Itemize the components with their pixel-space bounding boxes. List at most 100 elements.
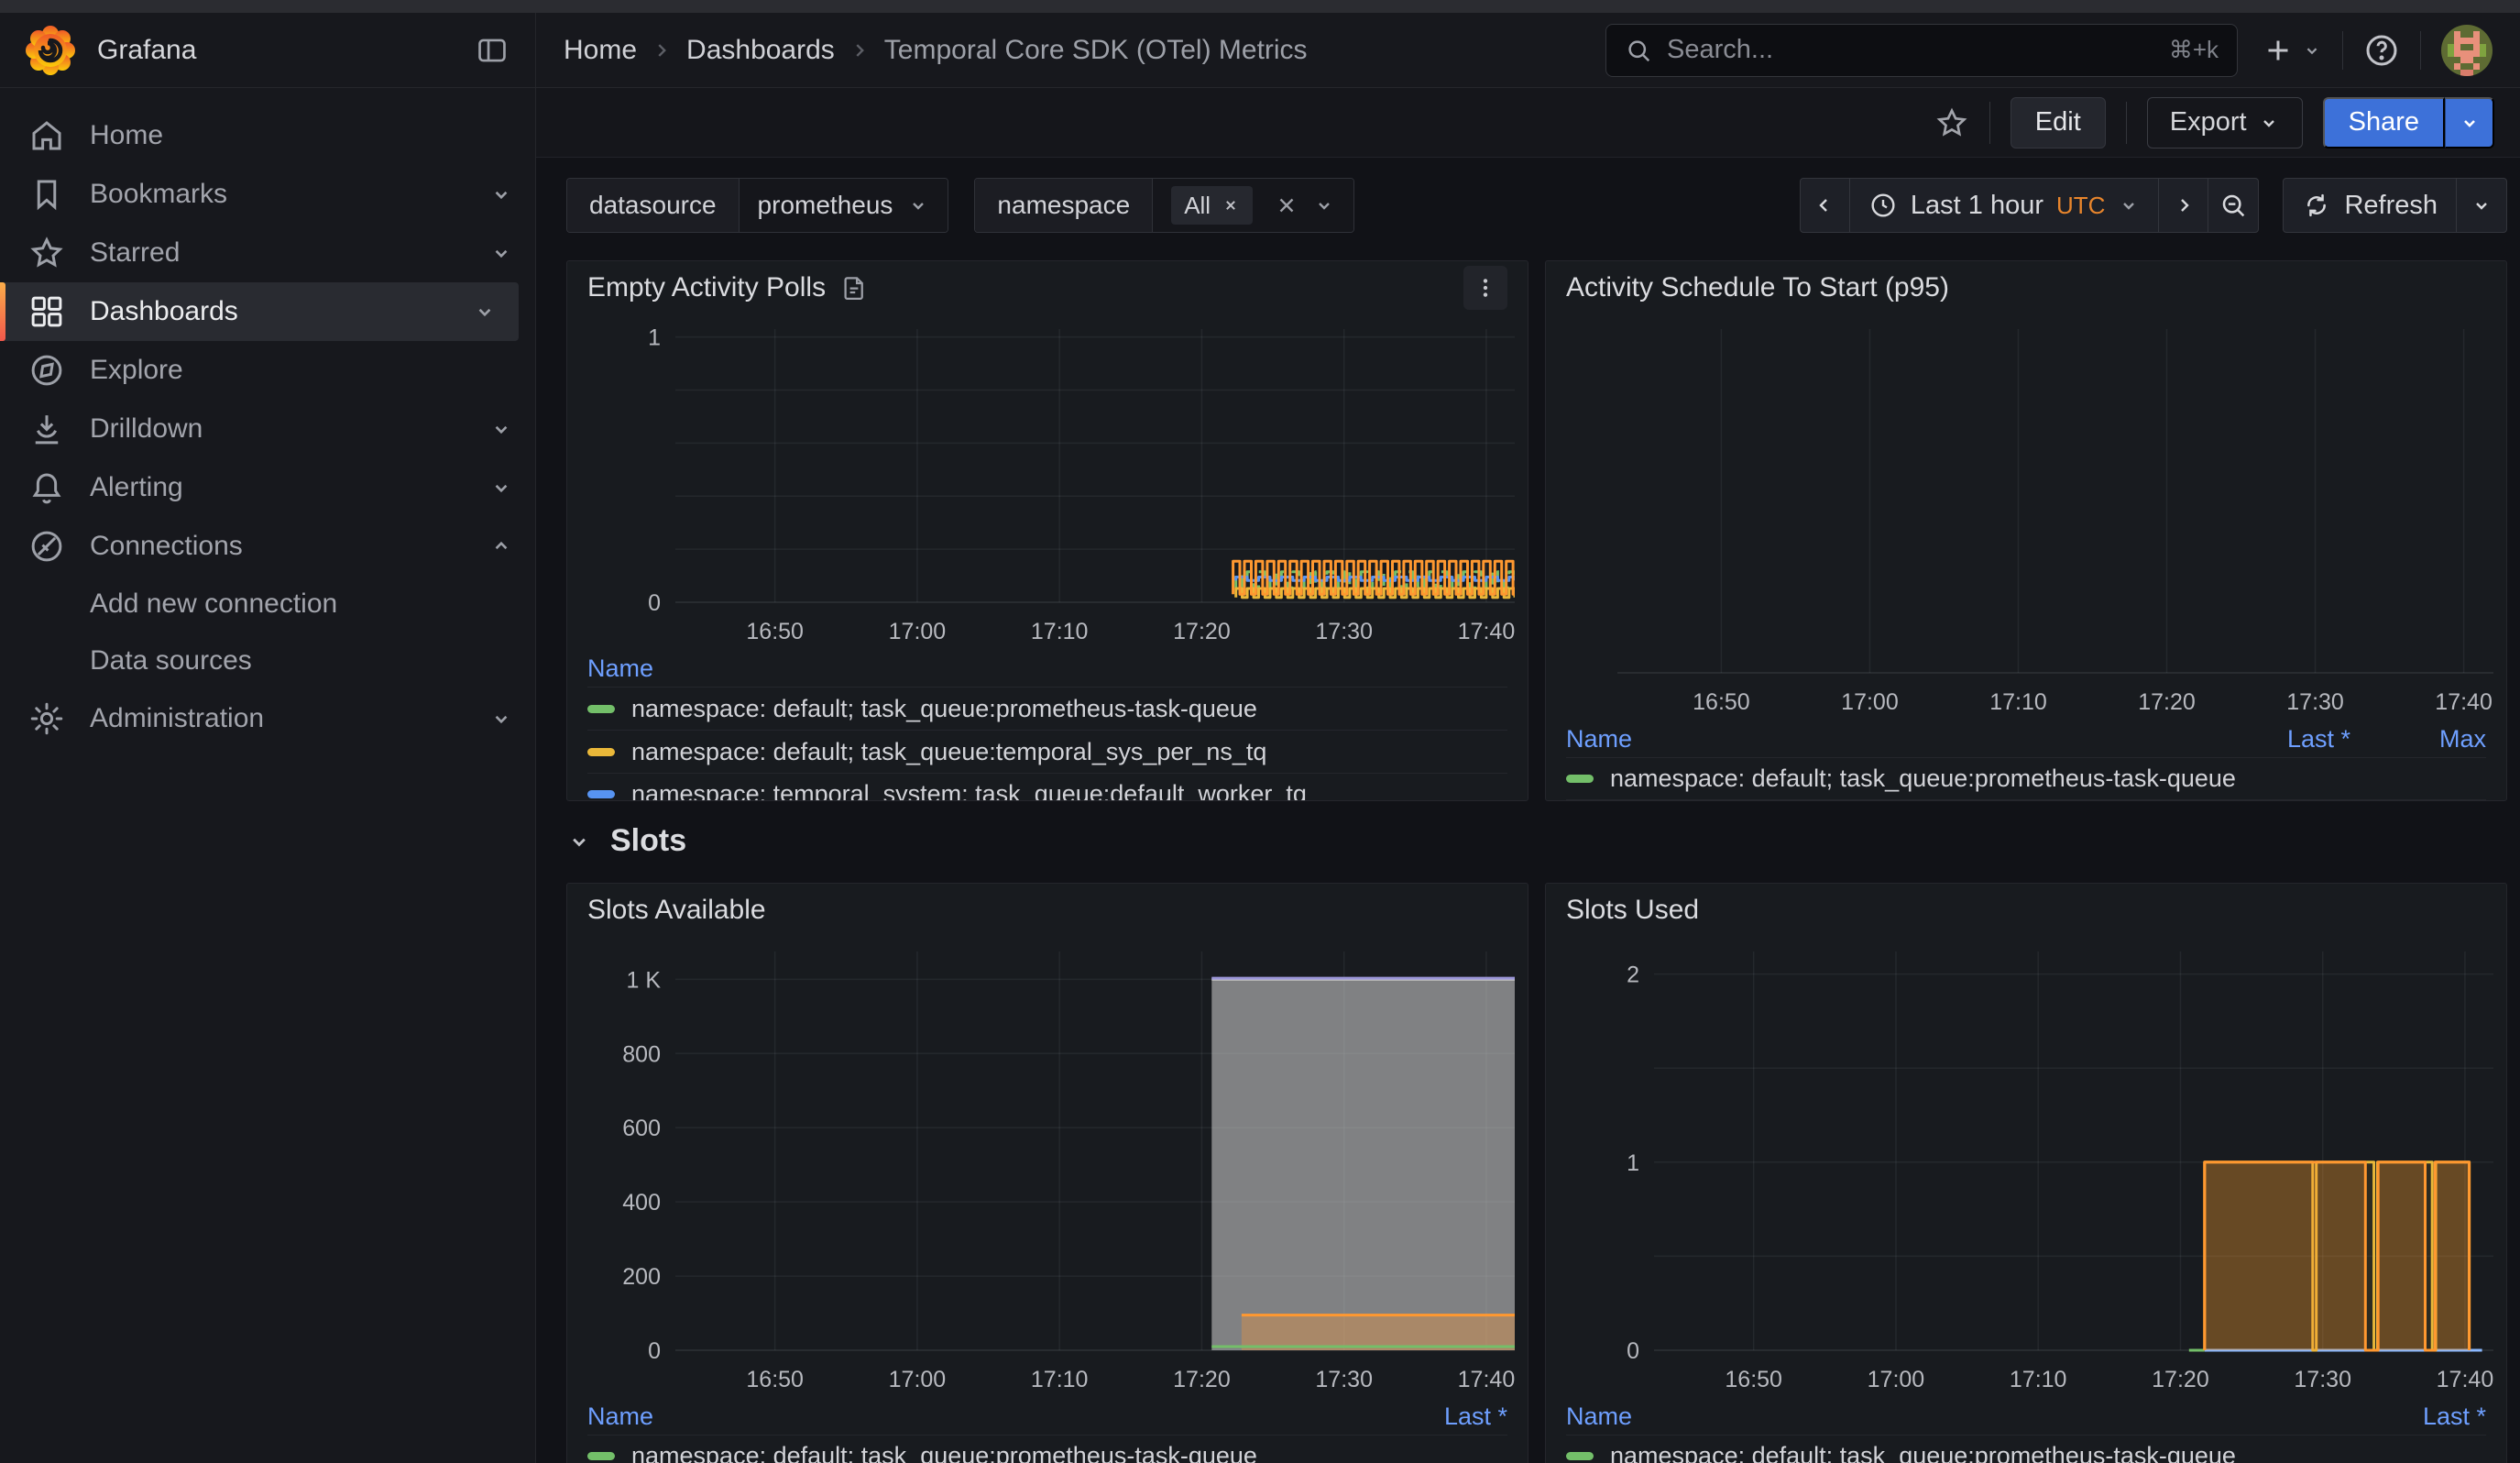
legend-row[interactable]: namespace: default; task_queue:prometheu… <box>587 687 1507 730</box>
chevron-left-icon <box>1819 199 1828 212</box>
time-range-picker[interactable]: Last 1 hour UTC <box>1850 179 2160 232</box>
legend-column-name[interactable]: Name <box>587 654 654 682</box>
dock-sidebar-icon[interactable] <box>475 33 509 68</box>
panel-title[interactable]: Slots Available <box>587 895 766 925</box>
svg-text:1 K: 1 K <box>626 967 661 993</box>
refresh-interval-button[interactable] <box>2457 179 2506 232</box>
home-icon <box>27 116 66 155</box>
user-avatar[interactable] <box>2441 24 2493 76</box>
chart-legend: Name Last * namespace: default; task_queue… <box>1546 1398 2506 1463</box>
panel-title[interactable]: Activity Schedule To Start (p95) <box>1566 272 1949 302</box>
sidebar-item-connections[interactable]: Connections <box>0 517 535 576</box>
time-series-chart[interactable]: 0 1 2 16:50 17:00 17:10 17:20 17:30 17:40 <box>1546 937 2506 1398</box>
namespace-select[interactable]: All <box>1153 179 1354 232</box>
row-section-slots[interactable]: Slots <box>566 823 2507 859</box>
chart-legend: Name namespace: default; task_queue:prome… <box>567 650 1528 800</box>
export-button[interactable]: Export <box>2146 96 2303 148</box>
sidebar-item-dashboards[interactable]: Dashboards <box>0 282 519 341</box>
svg-text:17:00: 17:00 <box>1841 689 1899 715</box>
svg-text:17:10: 17:10 <box>1031 1367 1089 1392</box>
favorite-star-button[interactable] <box>1934 105 1969 140</box>
sidebar-subitem-data-sources[interactable]: Data sources <box>90 645 252 676</box>
svg-text:17:10: 17:10 <box>1031 619 1089 644</box>
sidebar-item-label: Alerting <box>90 472 183 502</box>
panel-menu-button[interactable] <box>1463 266 1507 310</box>
search-input[interactable]: Search... ⌘+k <box>1605 23 2238 77</box>
svg-text:200: 200 <box>622 1264 661 1290</box>
sidebar-item-bookmarks[interactable]: Bookmarks <box>0 165 535 224</box>
legend-row[interactable]: namespace: default; task_queue:prometheu… <box>587 1435 1507 1463</box>
panel-empty-activity-polls: Empty Activity Polls 0 1 16: <box>566 260 1528 801</box>
panel-title[interactable]: Slots Used <box>1566 895 1700 925</box>
legend-row[interactable]: namespace: default; task_queue:prometheu… <box>1566 757 2486 800</box>
time-series-chart[interactable]: 0 1 16:50 17:00 17:10 17:20 17:30 17:40 <box>567 314 1528 650</box>
legend-column-max[interactable]: Max <box>2438 724 2486 753</box>
plug-icon <box>27 527 66 566</box>
namespace-variable: namespace All <box>974 178 1355 233</box>
time-shift-back-button[interactable] <box>1801 179 1850 232</box>
legend-column-name[interactable]: Name <box>587 1402 654 1430</box>
chevron-down-icon <box>489 417 513 441</box>
legend-header: Name Last * Max <box>1566 720 2486 757</box>
sidebar-item-label: Dashboards <box>90 296 238 326</box>
sidebar-item-label: Drilldown <box>90 413 203 444</box>
time-series-chart[interactable]: 0 200 400 600 800 1 K 16:50 17:00 17:10 17:20 17:3… <box>567 937 1528 1398</box>
namespace-chip[interactable]: All <box>1171 186 1254 225</box>
timezone-label: UTC <box>2056 191 2106 219</box>
datasource-select[interactable]: prometheus <box>739 179 948 232</box>
panel-activity-schedule-to-start: Activity Schedule To Start (p95) 16:50 17… <box>1545 260 2507 801</box>
panel-title[interactable]: Empty Activity Polls <box>587 272 827 302</box>
refresh-controls: Refresh <box>2283 178 2507 233</box>
series-color-swatch <box>1566 775 1594 783</box>
clear-all-icon[interactable] <box>1275 193 1298 217</box>
grafana-logo[interactable] <box>26 25 75 75</box>
sidebar-item-home[interactable]: Home <box>0 106 535 165</box>
new-menu-button[interactable] <box>2262 34 2322 67</box>
svg-text:17:40: 17:40 <box>1458 1367 1516 1392</box>
legend-header: Name Last * <box>587 1398 1507 1435</box>
breadcrumb-item[interactable]: Dashboards <box>686 34 835 65</box>
series-color-swatch <box>587 1452 615 1460</box>
panel-slots-used: Slots Used 0 1 2 16:50 17:00 17:10 17:20 17:30 1… <box>1545 883 2507 1463</box>
legend-row[interactable]: namespace: default; task_queue:prometheu… <box>1566 1435 2486 1463</box>
time-series-chart[interactable]: 16:50 17:00 17:10 17:20 17:30 17:40 <box>1546 314 2506 720</box>
sidebar-item-alerting[interactable]: Alerting <box>0 458 535 517</box>
series-label: namespace: temporal_system; task_queue:d… <box>631 780 1307 800</box>
time-shift-forward-button[interactable] <box>2159 179 2209 232</box>
svg-text:17:40: 17:40 <box>2435 689 2493 715</box>
chevron-down-icon <box>2463 119 2475 127</box>
zoom-out-icon <box>2223 194 2245 217</box>
svg-text:17:30: 17:30 <box>2286 689 2344 715</box>
divider <box>1989 101 1990 144</box>
dashboard-content: datasource prometheus namespace All <box>536 158 2520 1463</box>
bell-icon <box>27 468 66 507</box>
svg-text:17:30: 17:30 <box>1315 619 1373 644</box>
legend-column-last-[interactable]: Last * <box>2422 1402 2486 1430</box>
legend-column-name[interactable]: Name <box>1566 724 1633 753</box>
series-color-swatch <box>587 704 615 713</box>
share-button[interactable]: Share <box>2322 96 2445 148</box>
legend-row[interactable]: namespace: temporal_system; task_queue:d… <box>587 773 1507 800</box>
refresh-button[interactable]: Refresh <box>2284 179 2457 232</box>
panel-description-icon[interactable] <box>840 274 868 302</box>
divider <box>2342 30 2343 70</box>
help-button[interactable] <box>2363 32 2400 69</box>
share-menu-button[interactable] <box>2445 96 2494 148</box>
sidebar-item-explore[interactable]: Explore <box>0 341 535 400</box>
svg-text:400: 400 <box>622 1190 661 1216</box>
legend-column-last-[interactable]: Last * <box>2286 724 2350 753</box>
zoom-out-button[interactable] <box>2208 179 2258 232</box>
legend-row[interactable]: namespace: default; task_queue:temporal_… <box>587 730 1507 773</box>
sidebar-item-administration[interactable]: Administration <box>0 689 535 748</box>
legend-column-name[interactable]: Name <box>1566 1402 1633 1430</box>
sidebar-item-starred[interactable]: Starred <box>0 224 535 282</box>
sidebar-subitem-add-new-connection[interactable]: Add new connection <box>90 588 338 619</box>
edit-button[interactable]: Edit <box>2010 96 2106 148</box>
svg-text:16:50: 16:50 <box>1725 1367 1782 1392</box>
dashboard-toolbar: Edit Export Share <box>536 88 2520 158</box>
svg-text:17:40: 17:40 <box>2437 1367 2494 1392</box>
svg-text:17:00: 17:00 <box>889 619 947 644</box>
legend-column-last-[interactable]: Last * <box>1443 1402 1507 1430</box>
sidebar-item-drilldown[interactable]: Drilldown <box>0 400 535 458</box>
breadcrumb-item[interactable]: Home <box>564 34 638 65</box>
